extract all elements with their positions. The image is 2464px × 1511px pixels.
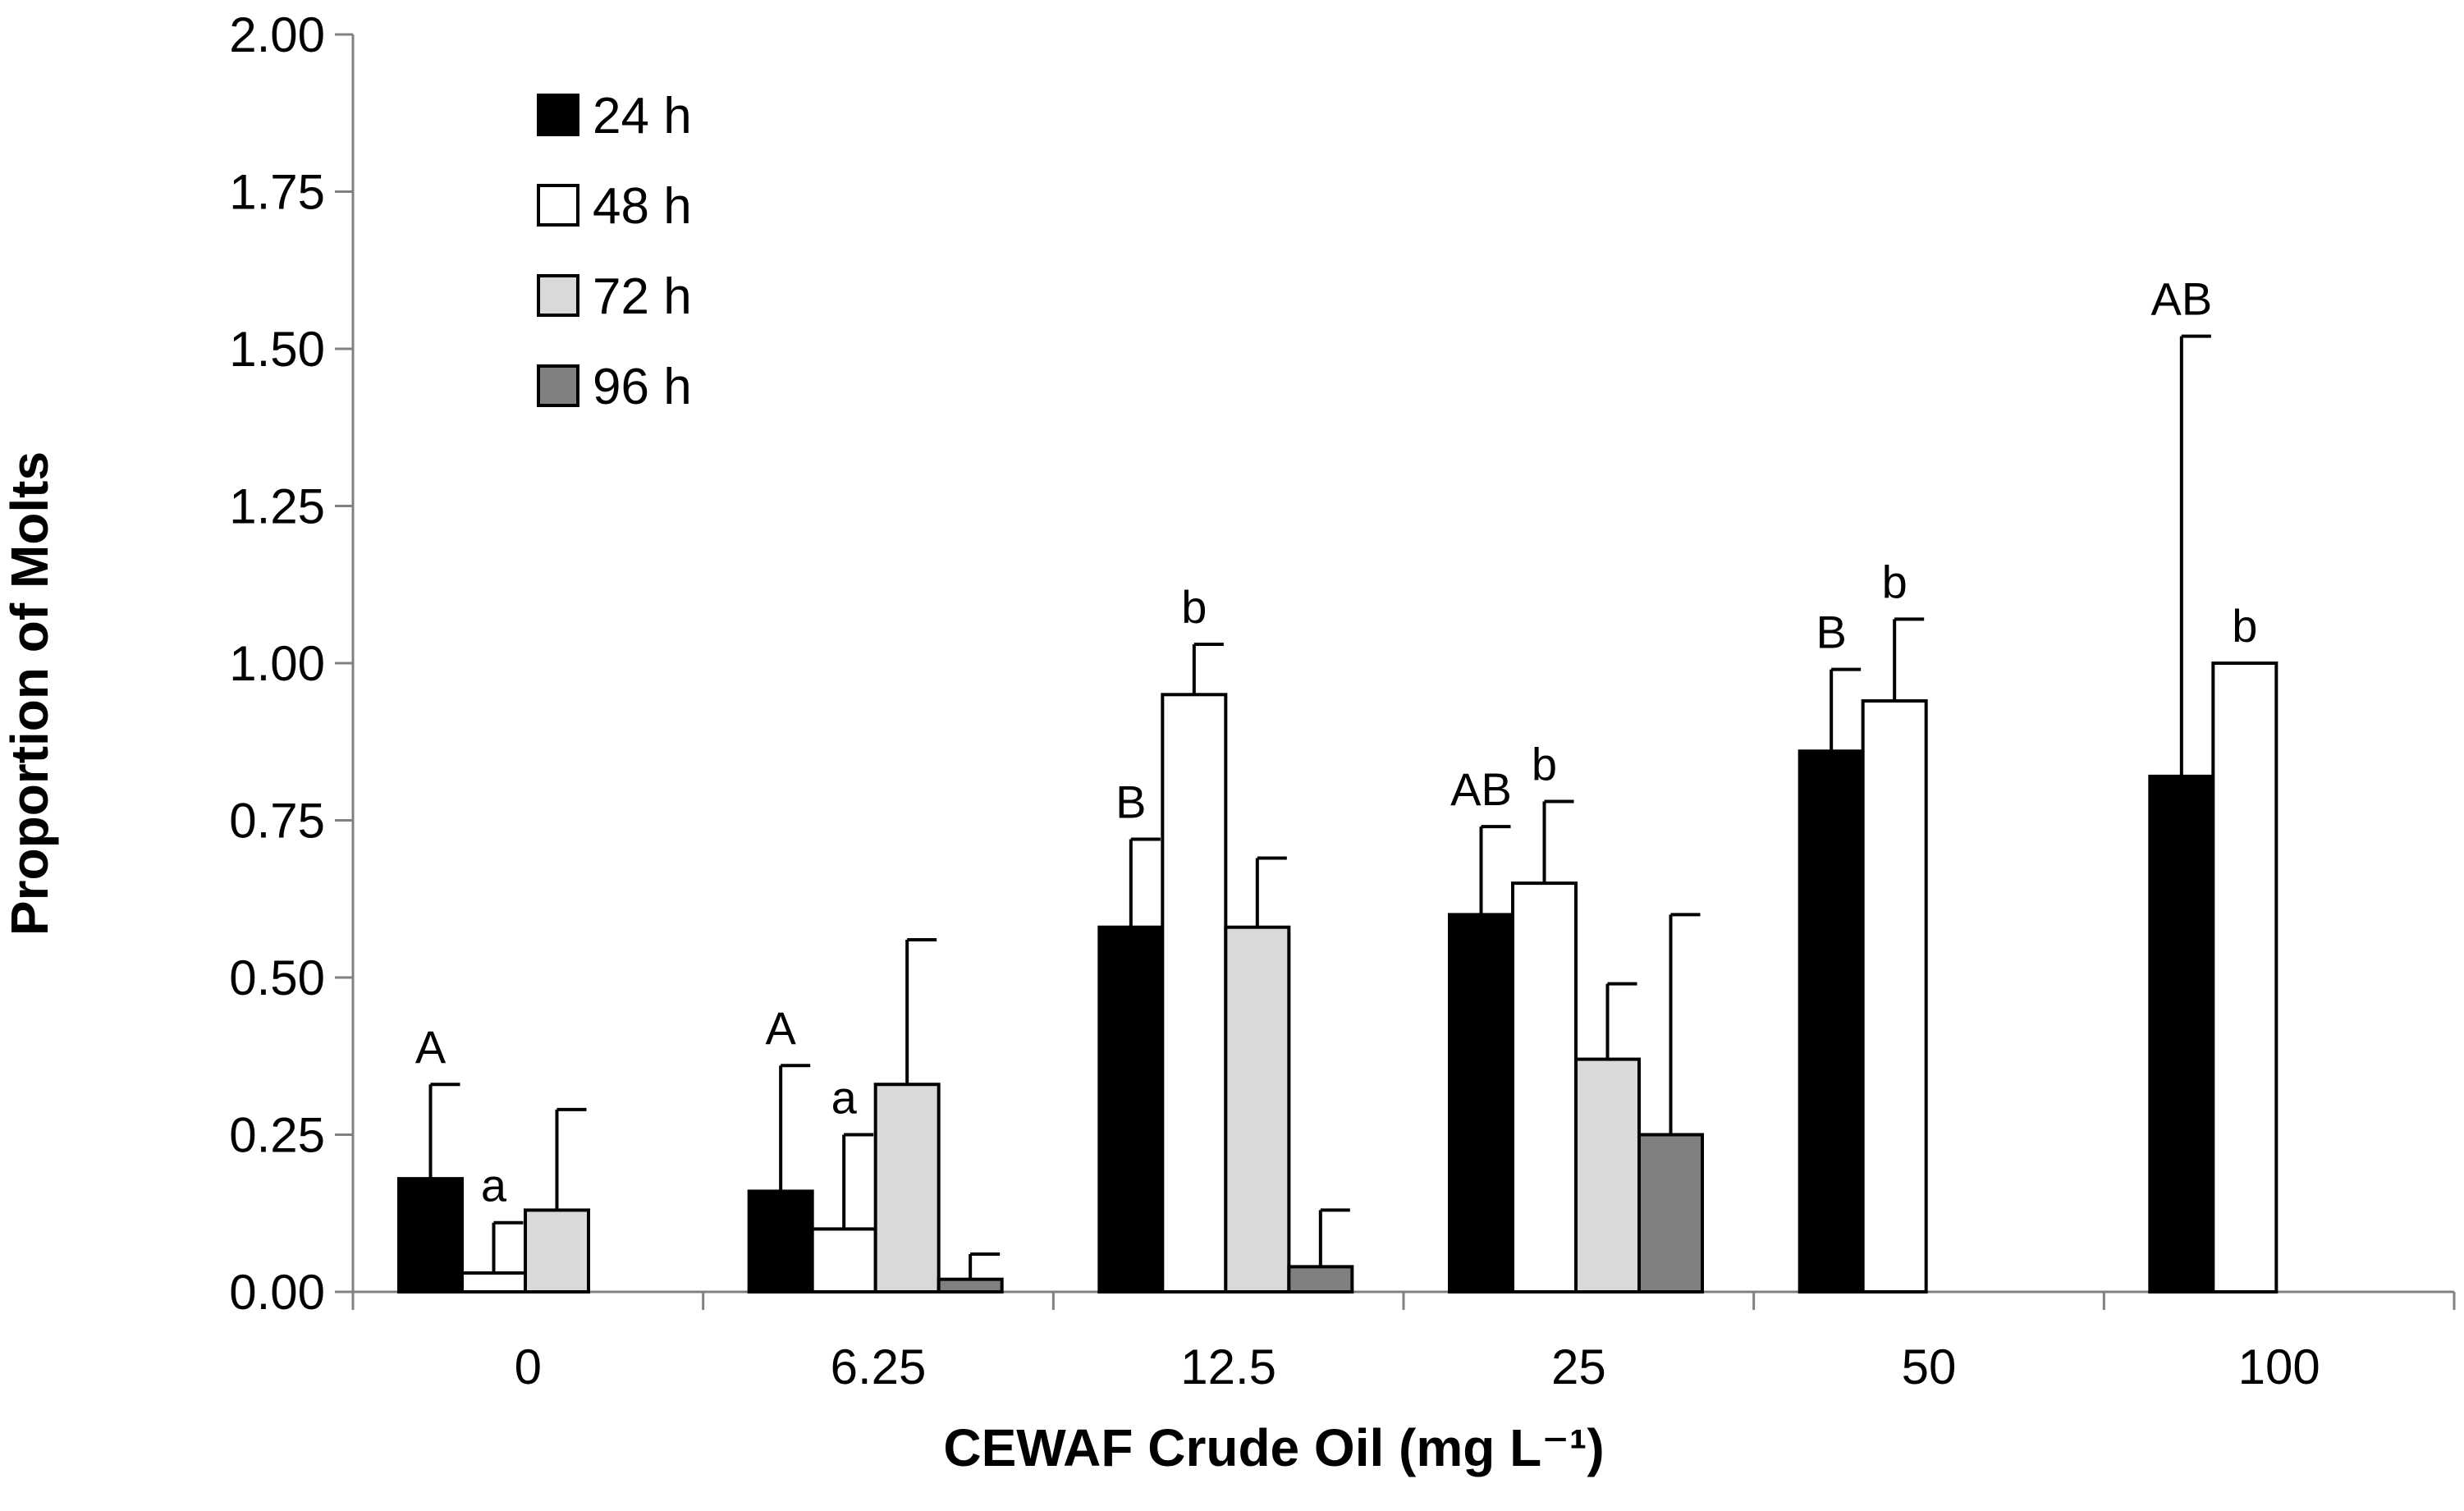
bar [2148,774,2215,1294]
bar [1637,1133,1704,1294]
x-tick-label: 50 [1902,1339,1957,1394]
y-tick-label: 1.50 [229,322,325,377]
bar [1798,749,1865,1294]
y-tick-label: 0.25 [229,1108,325,1163]
y-tick-label: 1.75 [229,165,325,220]
legend-label: 96 h [593,359,692,415]
bar [1097,925,1165,1294]
bar [747,1189,814,1294]
bar [1861,698,1928,1294]
y-axis-title: Proportion of Molts [0,451,59,936]
bar [2211,662,2279,1294]
significance-letter: B [1816,607,1846,658]
bars-layer [397,662,2279,1294]
significance-letter: B [1115,776,1146,827]
x-tick-label: 100 [2238,1339,2320,1394]
legend-swatch [537,184,579,227]
significance-letter: AB [1450,763,1512,815]
y-tick-label: 0.00 [229,1265,325,1320]
bar [937,1277,1004,1294]
significance-letter: b [2232,600,2257,652]
legend-label: 48 h [593,178,692,235]
y-tick-label: 2.00 [229,7,325,62]
bar [460,1271,527,1294]
bar [524,1208,590,1294]
bar [873,1083,941,1294]
y-tick-label: 0.50 [229,950,325,1005]
significance-letter: A [415,1021,447,1073]
legend-label: 24 h [593,88,692,144]
bar [810,1227,877,1294]
bar [1511,881,1578,1294]
significance-letter: AB [2150,273,2212,325]
legend: 24 h 48 h 72 h 96 h [537,88,692,415]
significance-letter: a [831,1072,858,1124]
legend-swatch [537,94,579,136]
bar [1574,1057,1641,1294]
x-axis-title: CEWAF Crude Oil (mg L⁻¹) [943,1418,1604,1477]
bar [1161,693,1228,1294]
axes-layer: 0.00 0.25 0.50 0.75 1.00 1.25 1.50 1.75 2.00 0 6.2… [229,7,2456,1394]
x-tick-label: 12.5 [1180,1339,1276,1394]
significance-letter: a [481,1160,507,1211]
y-tick-label: 1.00 [229,636,325,691]
y-tick-label: 1.25 [229,479,325,534]
bar [1448,913,1514,1294]
bar [1287,1265,1354,1294]
legend-label: 72 h [593,268,692,325]
significance-letter: b [1181,581,1207,633]
legend-swatch [537,274,579,317]
error-bars-layer [428,334,2211,1280]
legend-swatch [537,364,579,407]
x-tick-label: 0 [515,1339,542,1394]
bar [1224,925,1291,1294]
y-tick-label: 0.75 [229,794,325,849]
significance-letter: b [1882,556,1908,607]
significance-letter: b [1532,739,1557,790]
x-tick-label: 25 [1551,1339,1606,1394]
x-tick-label: 6.25 [831,1339,927,1394]
significance-letter: A [765,1002,796,1054]
bar [397,1177,464,1294]
